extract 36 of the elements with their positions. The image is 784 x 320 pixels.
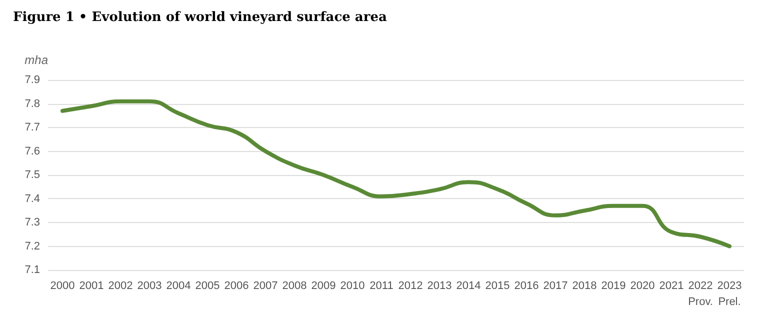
x-tick-label: 2004 [166, 280, 191, 292]
x-tick-label: 2006 [224, 280, 249, 292]
y-tick-label: 7.9 [24, 74, 40, 86]
x-tick-label: 2012 [398, 280, 423, 292]
x-tick-label: 2009 [311, 280, 336, 292]
x-tick-label: 2002 [108, 280, 133, 292]
y-tick-label: 7.1 [24, 264, 40, 276]
x-tick-label: 2017 [543, 280, 568, 292]
y-tick-label: 7.6 [24, 145, 40, 158]
y-axis-title: mha [24, 53, 48, 67]
x-tick-label: 2007 [253, 280, 278, 292]
x-tick-label: 2022 Prov. [688, 280, 713, 308]
x-tick-label: 2014 [456, 280, 481, 292]
y-tick-label: 7.5 [24, 169, 40, 181]
y-tick-label: 7.3 [24, 216, 40, 228]
x-tick-label: 2020 [630, 280, 655, 292]
x-tick-label: 2003 [137, 280, 162, 292]
x-tick-label: 2021 [659, 280, 684, 292]
x-tick-label: 2010 [340, 280, 365, 292]
chart-title: Figure 1 • Evolution of world vineyard surface area [13, 10, 388, 25]
x-tick-label: 2016 [514, 280, 539, 292]
x-tick-label: 2018 [572, 280, 597, 292]
y-tick-label: 7.7 [24, 122, 40, 134]
x-tick-label: 2013 [427, 280, 452, 292]
x-tick-label: 2001 [79, 280, 104, 292]
x-tick-label: 2008 [282, 280, 307, 292]
y-tick-label: 7.4 [24, 192, 40, 205]
x-tick-label: 2015 [485, 280, 510, 292]
y-tick-label: 7.2 [24, 240, 40, 252]
x-tick-label: 2000 [50, 280, 75, 292]
x-tick-label: 2023 Prel. [717, 280, 742, 308]
y-tick-label: 7.8 [24, 98, 40, 110]
x-tick-label: 2005 [195, 280, 220, 292]
x-tick-label: 2011 [370, 280, 394, 292]
line-series [60, 99, 732, 248]
x-tick-label: 2019 [601, 280, 626, 292]
